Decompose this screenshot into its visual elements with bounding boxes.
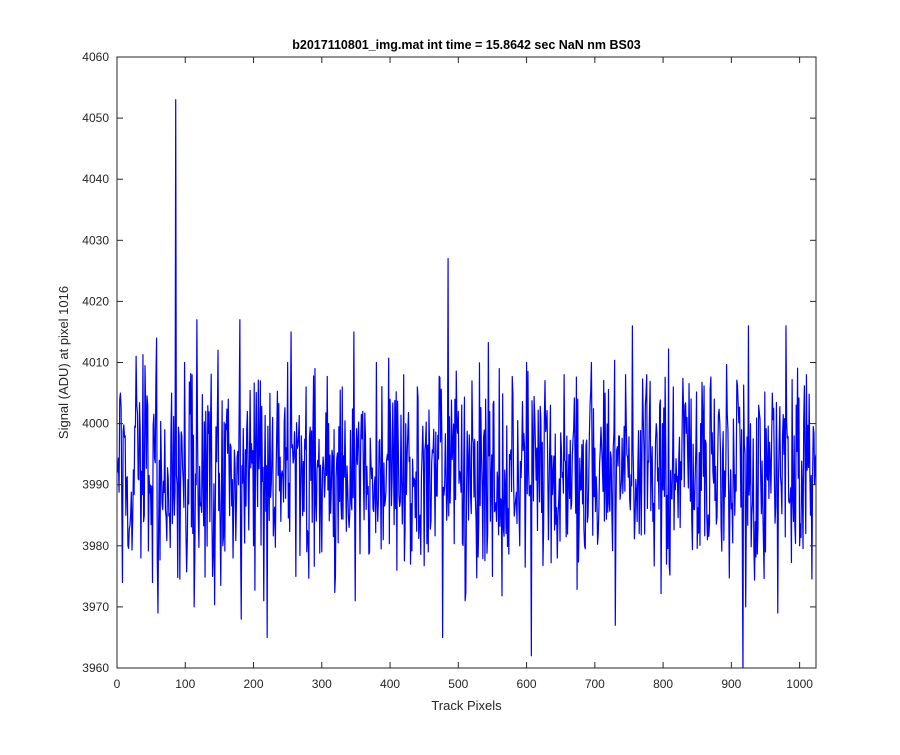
x-tick-label: 700	[585, 677, 605, 691]
y-tick-label: 4030	[82, 233, 109, 247]
y-tick-label: 3980	[82, 539, 109, 553]
y-tick-label: 4010	[82, 356, 109, 370]
x-tick-label: 500	[448, 677, 468, 691]
series-layer	[117, 99, 816, 668]
y-tick-label: 3990	[82, 478, 109, 492]
y-tick-label: 4040	[82, 172, 109, 186]
x-tick-label: 200	[244, 677, 264, 691]
x-axis-label: Track Pixels	[431, 698, 502, 713]
x-tick-label: 300	[312, 677, 332, 691]
y-tick-label: 4020	[82, 294, 109, 308]
x-tick-label: 800	[653, 677, 673, 691]
x-tick-label: 1000	[786, 677, 813, 691]
x-tick-label: 0	[114, 677, 121, 691]
y-tick-label: 4060	[82, 50, 109, 64]
x-tick-label: 600	[517, 677, 537, 691]
y-tick-label: 4050	[82, 111, 109, 125]
chart-title: b2017110801_img.mat int time = 15.8642 s…	[292, 38, 641, 52]
x-tick-label: 400	[380, 677, 400, 691]
y-tick-label: 4000	[82, 417, 109, 431]
series-line	[117, 99, 816, 668]
x-tick-label: 900	[721, 677, 741, 691]
y-axis: 3960 3970 3980 3990 4000 4010 4020 4030 4040 4050…	[82, 50, 816, 675]
y-axis-label: Signal (ADU) at pixel 1016	[56, 286, 71, 439]
y-tick-label: 3960	[82, 661, 109, 675]
x-tick-label: 100	[175, 677, 195, 691]
y-tick-label: 3970	[82, 600, 109, 614]
x-axis: 0 100 200 300 400 500 600 700 800 900 1000	[114, 57, 813, 691]
